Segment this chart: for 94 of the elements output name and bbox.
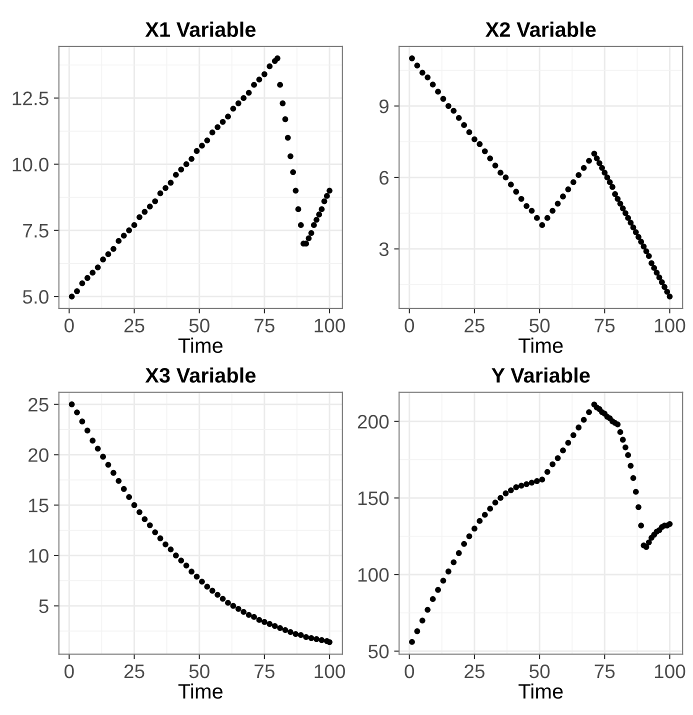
point <box>142 516 148 522</box>
y-tick-label: 5.0 <box>22 290 48 304</box>
y-tick-label: 15 <box>29 498 48 512</box>
point <box>246 612 252 618</box>
point <box>266 621 273 627</box>
x-tick-label: 25 <box>464 318 484 332</box>
point <box>131 502 138 508</box>
x-tick-label: 75 <box>254 318 274 332</box>
y-tick-label: 200 <box>358 414 389 429</box>
y-tick-label: 5 <box>39 600 48 614</box>
point <box>94 446 101 452</box>
x-tick-label: 25 <box>124 318 144 332</box>
x-tick-label: 75 <box>594 318 615 332</box>
x-tick-label: 50 <box>530 318 550 332</box>
y-tick-label: 100 <box>358 568 389 582</box>
chart-title: X1 Variable <box>145 22 256 37</box>
x-axis-title: Time <box>178 683 222 699</box>
point <box>90 438 96 444</box>
chart-title: X3 Variable <box>145 367 256 383</box>
x-tick-label: 0 <box>404 664 414 678</box>
y-tick-label: 20 <box>28 448 48 462</box>
point <box>168 546 174 552</box>
point <box>183 562 190 569</box>
point <box>235 606 242 612</box>
point <box>308 635 314 642</box>
point <box>303 634 310 640</box>
y-tick-label: 10.0 <box>12 158 48 172</box>
x-tick-label: 50 <box>189 664 210 678</box>
point <box>157 535 164 542</box>
point <box>126 494 132 500</box>
x-tick-label: 25 <box>124 664 144 678</box>
x-tick-label: 50 <box>530 664 550 678</box>
y-tick-label: 9 <box>379 99 388 114</box>
point <box>214 592 221 598</box>
point <box>188 568 194 575</box>
x-tick-label: 0 <box>404 318 414 332</box>
point <box>288 629 294 636</box>
point <box>230 602 236 609</box>
point <box>74 409 80 416</box>
point <box>146 522 153 528</box>
point <box>292 631 299 638</box>
x-tick-label: 100 <box>314 664 345 678</box>
point <box>318 637 325 644</box>
y-tick-label: 12.5 <box>12 92 48 106</box>
x-tick-label: 75 <box>594 664 615 678</box>
point <box>277 625 283 631</box>
point <box>162 541 168 548</box>
y-tick-label: 6 <box>380 170 389 185</box>
y-tick-label: 3 <box>379 242 389 256</box>
point <box>282 627 288 633</box>
y-tick-label: 7.5 <box>23 224 48 238</box>
chart-title: Y Variable <box>492 367 590 383</box>
point <box>120 486 127 492</box>
point <box>178 558 184 564</box>
x-tick-label: 0 <box>64 664 74 678</box>
y-tick-label: 150 <box>358 491 389 506</box>
point <box>204 584 210 590</box>
x-axis-title: Time <box>518 338 563 353</box>
point <box>199 578 205 585</box>
point <box>314 636 320 642</box>
point <box>194 574 200 580</box>
x-axis-title: Time <box>178 338 222 353</box>
point <box>110 470 116 476</box>
chart-title: X2 Variable <box>485 22 596 37</box>
x-tick-label: 100 <box>654 664 686 678</box>
y-tick-label: 10 <box>29 548 48 563</box>
point <box>272 623 278 629</box>
x-tick-label: 100 <box>314 318 345 332</box>
point <box>225 600 231 606</box>
x-tick-label: 100 <box>654 318 686 332</box>
x-axis-title: Time <box>518 683 563 699</box>
y-tick-label: 50 <box>368 644 389 658</box>
x-tick-label: 75 <box>254 664 274 678</box>
point <box>68 401 75 408</box>
y-tick-label: 25 <box>28 398 48 412</box>
point <box>209 588 216 594</box>
x-tick-label: 0 <box>64 318 74 332</box>
point <box>240 608 247 615</box>
point <box>256 617 262 623</box>
point <box>172 552 179 558</box>
point <box>251 614 257 620</box>
point <box>136 509 142 516</box>
point <box>326 639 332 646</box>
point <box>105 462 112 468</box>
point <box>298 632 304 638</box>
point <box>220 596 226 602</box>
x-tick-label: 25 <box>464 664 484 678</box>
point <box>116 478 122 484</box>
point <box>79 418 86 424</box>
x-tick-label: 50 <box>189 318 210 332</box>
point <box>261 619 268 625</box>
point <box>84 428 90 434</box>
point <box>152 529 158 536</box>
point <box>100 454 106 460</box>
